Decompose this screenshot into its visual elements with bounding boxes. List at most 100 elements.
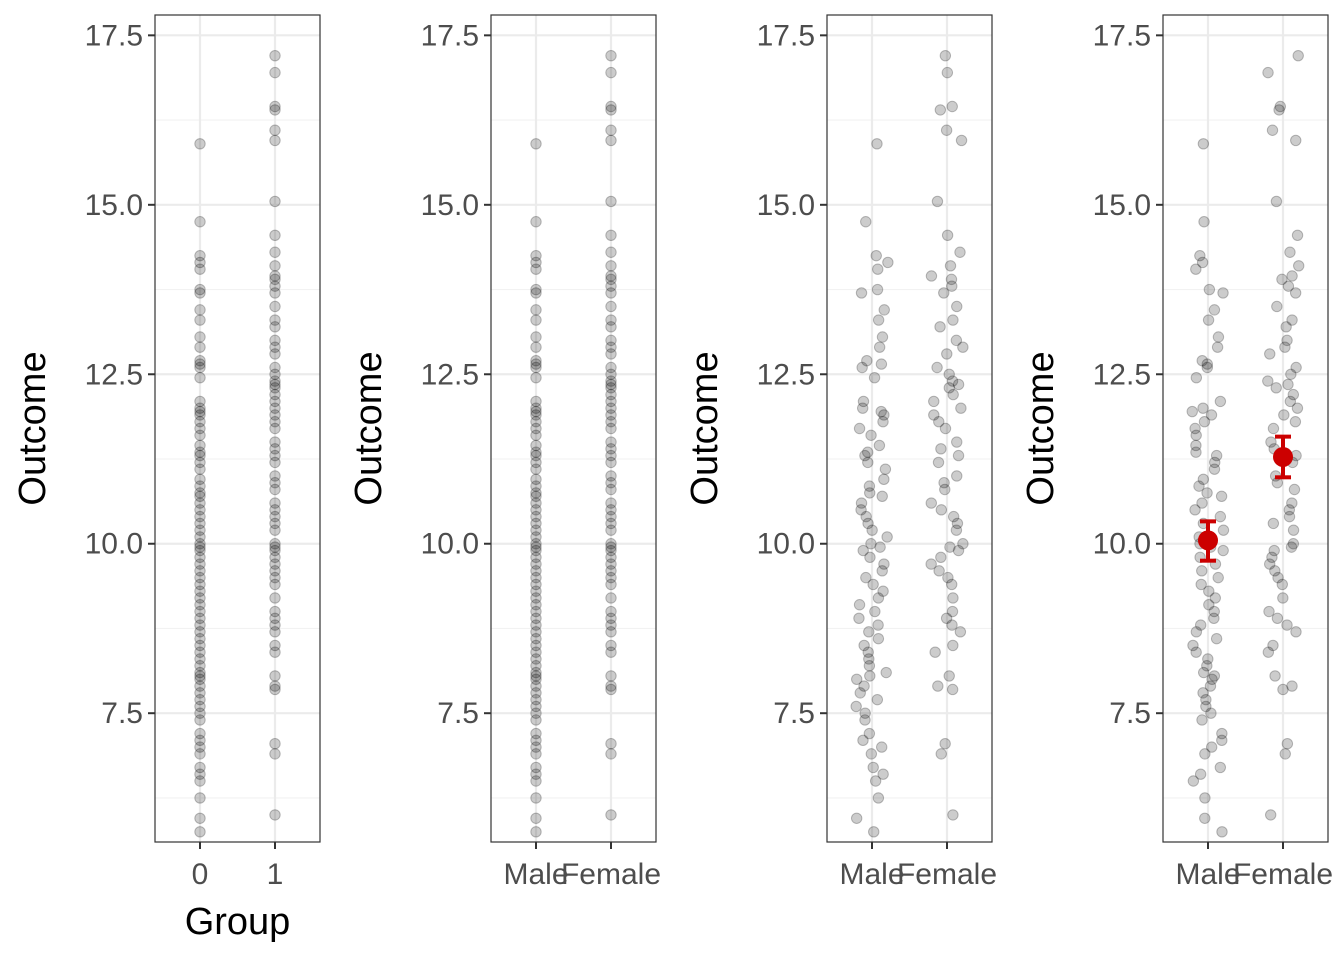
data-point <box>530 538 542 550</box>
data-point <box>269 541 281 553</box>
data-point <box>269 378 281 391</box>
data-point <box>1189 504 1201 516</box>
data-point <box>194 558 206 570</box>
data-point <box>1203 599 1215 611</box>
data-point <box>1270 382 1282 394</box>
data-point <box>1201 487 1213 499</box>
data-point <box>939 422 952 435</box>
data-point <box>950 334 963 347</box>
data-point <box>1215 490 1228 502</box>
data-point <box>1276 273 1288 286</box>
data-point <box>1201 660 1213 672</box>
data-point <box>1284 395 1297 408</box>
data-point <box>855 504 867 516</box>
data-point <box>269 470 281 482</box>
data-point <box>194 727 206 740</box>
data-point <box>530 395 542 408</box>
data-point <box>1203 283 1216 296</box>
data-point <box>269 260 281 272</box>
data-point <box>859 707 871 719</box>
data-point <box>871 693 884 706</box>
data-point <box>530 283 542 296</box>
data-point <box>530 361 542 374</box>
data-point <box>269 809 281 821</box>
data-point <box>605 738 617 750</box>
data-point <box>954 246 966 258</box>
data-point <box>530 216 542 228</box>
data-point <box>1283 510 1296 523</box>
data-point <box>1190 646 1202 658</box>
data-point <box>530 599 542 611</box>
data-point <box>605 341 617 353</box>
data-point <box>269 436 281 448</box>
data-point <box>941 229 954 242</box>
data-point <box>1271 612 1284 624</box>
mean-point <box>1273 446 1293 467</box>
data-point <box>530 693 542 706</box>
data-point <box>864 487 876 499</box>
data-point <box>269 229 281 242</box>
data-point <box>605 456 617 469</box>
data-point <box>530 680 542 692</box>
data-point <box>194 538 206 550</box>
data-point <box>875 358 888 370</box>
data-point <box>1200 700 1212 713</box>
data-point <box>605 49 617 62</box>
data-point <box>194 632 206 645</box>
data-point <box>853 612 865 624</box>
data-point <box>1264 558 1276 570</box>
data-point <box>1274 100 1287 113</box>
data-point <box>194 653 206 665</box>
data-point <box>945 273 958 286</box>
data-point <box>530 727 542 740</box>
data-point <box>194 544 206 557</box>
data-point <box>605 100 617 113</box>
data-point <box>1281 334 1293 347</box>
data-point <box>605 270 617 282</box>
data-point <box>864 670 876 682</box>
data-point <box>530 544 542 557</box>
data-point <box>929 646 941 658</box>
data-point <box>854 687 866 699</box>
data-point <box>194 693 206 706</box>
data-point <box>269 524 281 536</box>
data-point <box>194 551 206 563</box>
data-point <box>869 775 882 787</box>
data-point <box>1195 578 1207 591</box>
data-point <box>605 670 617 682</box>
data-point <box>605 619 617 631</box>
data-point <box>530 660 542 672</box>
data-point <box>269 287 281 299</box>
data-point <box>867 761 879 774</box>
data-point <box>1288 483 1301 496</box>
data-point <box>857 395 870 408</box>
data-point <box>928 395 940 408</box>
data-point <box>530 409 542 421</box>
data-point <box>530 429 542 441</box>
data-point <box>530 256 542 269</box>
data-point <box>863 653 875 665</box>
y-tick-label: 17.5 <box>85 19 143 52</box>
data-point <box>194 446 206 458</box>
data-point <box>1214 510 1227 523</box>
data-point <box>951 436 963 448</box>
data-point <box>605 273 617 286</box>
data-point <box>1202 653 1214 665</box>
data-point <box>1206 673 1218 686</box>
data-point <box>1202 314 1215 326</box>
data-point <box>865 748 878 760</box>
data-point <box>1287 388 1300 401</box>
data-point <box>530 405 542 418</box>
data-point <box>940 124 953 136</box>
data-point <box>1269 670 1281 682</box>
data-point <box>194 571 206 584</box>
data-point <box>871 283 884 296</box>
data-point <box>947 388 959 401</box>
data-point <box>877 416 889 428</box>
data-point <box>1290 361 1302 374</box>
x-tick-label: Male <box>839 858 904 891</box>
data-point <box>943 368 955 380</box>
data-point <box>530 541 542 553</box>
data-point <box>269 104 281 116</box>
